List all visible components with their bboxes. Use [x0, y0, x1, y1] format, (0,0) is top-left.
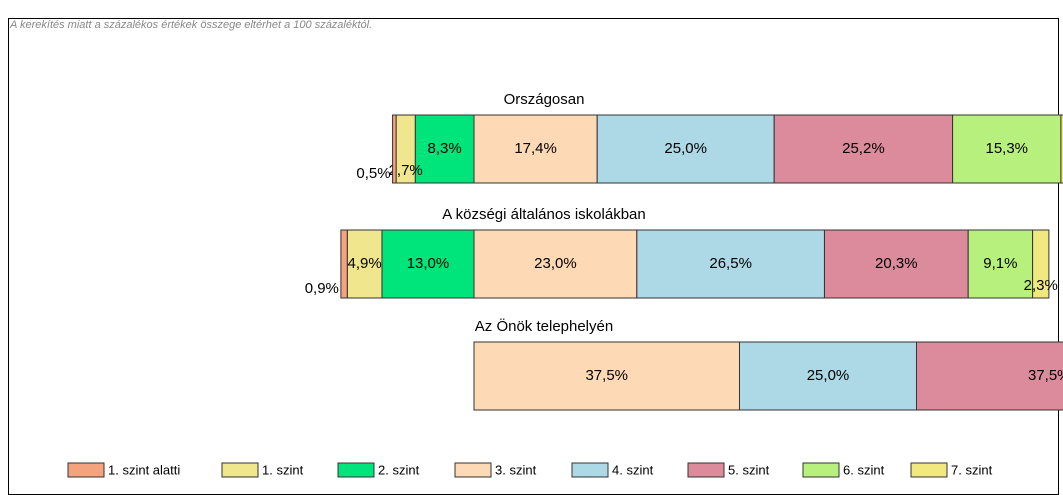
bar-segment: [773, 114, 954, 184]
note: A kerekítés miatt a százalékos értékek ö…: [9, 19, 372, 31]
legend-label: 1. szint: [262, 462, 304, 477]
value-label: 0,9%: [305, 280, 339, 297]
legend-label: 5. szint: [728, 462, 770, 477]
group-title: Az Önök telephelyén: [475, 317, 613, 335]
legend-label: 2. szint: [378, 462, 420, 477]
legend-label: 3. szint: [495, 462, 537, 477]
value-label: 37,5%: [585, 367, 628, 384]
legend-swatch: [337, 462, 375, 478]
value-label: 26,5%: [709, 255, 752, 272]
bar-segment: [967, 229, 1034, 299]
group-title: A községi általános iskolákban: [442, 206, 645, 223]
bar-segment: [473, 229, 638, 299]
group-title: Országosan: [504, 91, 585, 108]
legend-swatch: [910, 462, 948, 478]
bar-segment: [414, 114, 475, 184]
value-label: 8,3%: [428, 140, 462, 157]
bar-segment: [1032, 229, 1050, 299]
value-label: 25,0%: [664, 140, 707, 157]
bar-segment: [823, 229, 969, 299]
legend-label: 4. szint: [612, 462, 654, 477]
bar-segment: [473, 341, 740, 411]
value-label: 37,5%: [1028, 367, 1063, 384]
legend-label: 7. szint: [951, 462, 993, 477]
bar-segment: [381, 229, 475, 299]
bar-segment: [739, 341, 917, 411]
bar-segment: [952, 114, 1062, 184]
value-label: 15,3%: [985, 140, 1028, 157]
value-label: 17,4%: [514, 140, 557, 157]
value-label: 2,3%: [1024, 277, 1058, 294]
bar-segment: [1060, 114, 1063, 184]
value-label: 23,0%: [534, 255, 577, 272]
legend-swatch: [802, 462, 840, 478]
bar-segment: [392, 114, 397, 184]
bar-segment: [340, 229, 348, 299]
legend-swatch: [454, 462, 492, 478]
legend-swatch: [571, 462, 609, 478]
value-label: 25,0%: [807, 367, 850, 384]
value-label: 4,9%: [348, 255, 382, 272]
legend-label: 6. szint: [843, 462, 885, 477]
legend-swatch: [67, 462, 105, 478]
bar-segment: [916, 341, 1063, 411]
value-label: 9,1%: [983, 255, 1017, 272]
legend-swatch: [221, 462, 259, 478]
bar-segment: [596, 114, 775, 184]
value-label: 2,7%: [389, 162, 423, 179]
value-label: 13,0%: [407, 255, 450, 272]
value-label: 25,2%: [842, 140, 885, 157]
value-label: 0,5%: [356, 165, 390, 182]
value-label: 20,3%: [875, 255, 918, 272]
bar-segment: [346, 229, 383, 299]
legend-swatch: [687, 462, 725, 478]
legend-label: 1. szint alatti: [108, 462, 180, 477]
